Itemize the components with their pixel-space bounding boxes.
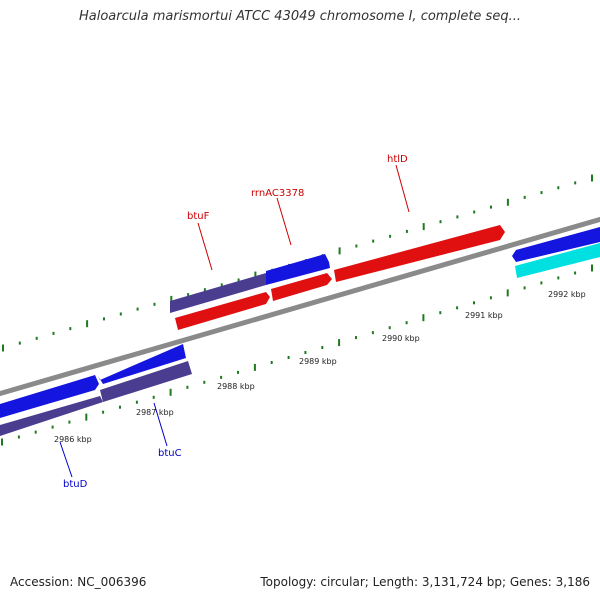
gene-btuD-lower-arrow[interactable] [0,396,103,436]
kbp-label-2990: 2990 kbp [382,334,420,343]
gene-btuD-arrow[interactable] [0,375,99,418]
btuC-callout-line [153,402,168,447]
gene-rrnAC3378-rna-arrow[interactable] [271,273,332,301]
gene-label-btuF[interactable]: btuF [187,211,210,222]
kbp-label-2989: 2989 kbp [299,357,337,366]
accession-text: Accession: NC_006396 [10,575,147,589]
htlD-callout-line [395,164,410,213]
lower-tick-row [1,264,593,446]
kbp-label-2988: 2988 kbp [217,382,255,391]
gene-btuC-lower-arrow[interactable] [100,361,192,402]
map-title: Haloarcula marismortui ATCC 43049 chromo… [79,9,521,24]
gene-label-htlD[interactable]: htlD [387,154,408,165]
gene-label-rrnAC3378[interactable]: rrnAC3378 [251,188,304,199]
gene-cyan-arrow[interactable] [515,243,600,278]
gene-btuC-arrow[interactable] [98,344,186,384]
gene-forward-right-arrow[interactable] [512,227,600,262]
rrnAC3378-callout-line [276,197,292,246]
gene-rrnAC3378-arrow[interactable] [266,254,330,285]
gene-label-btuC[interactable]: btuC [158,448,182,459]
gene-htlD-arrow[interactable] [334,225,505,282]
gene-btuF-arrow[interactable] [170,273,266,313]
kbp-label-2987: 2987 kbp [136,408,174,417]
gene-btuF-rna-arrow[interactable] [175,292,270,330]
kbp-label-2986: 2986 kbp [54,435,92,444]
chromosome-backbone [0,216,600,397]
topology-summary-text: Topology: circular; Length: 3,131,724 bp… [260,575,590,589]
btuD-callout-line [59,441,73,478]
kbp-label-2992: 2992 kbp [548,290,586,299]
kbp-label-2991: 2991 kbp [465,311,503,320]
btuF-callout-line [197,222,213,271]
gene-label-btuD[interactable]: btuD [63,479,88,490]
